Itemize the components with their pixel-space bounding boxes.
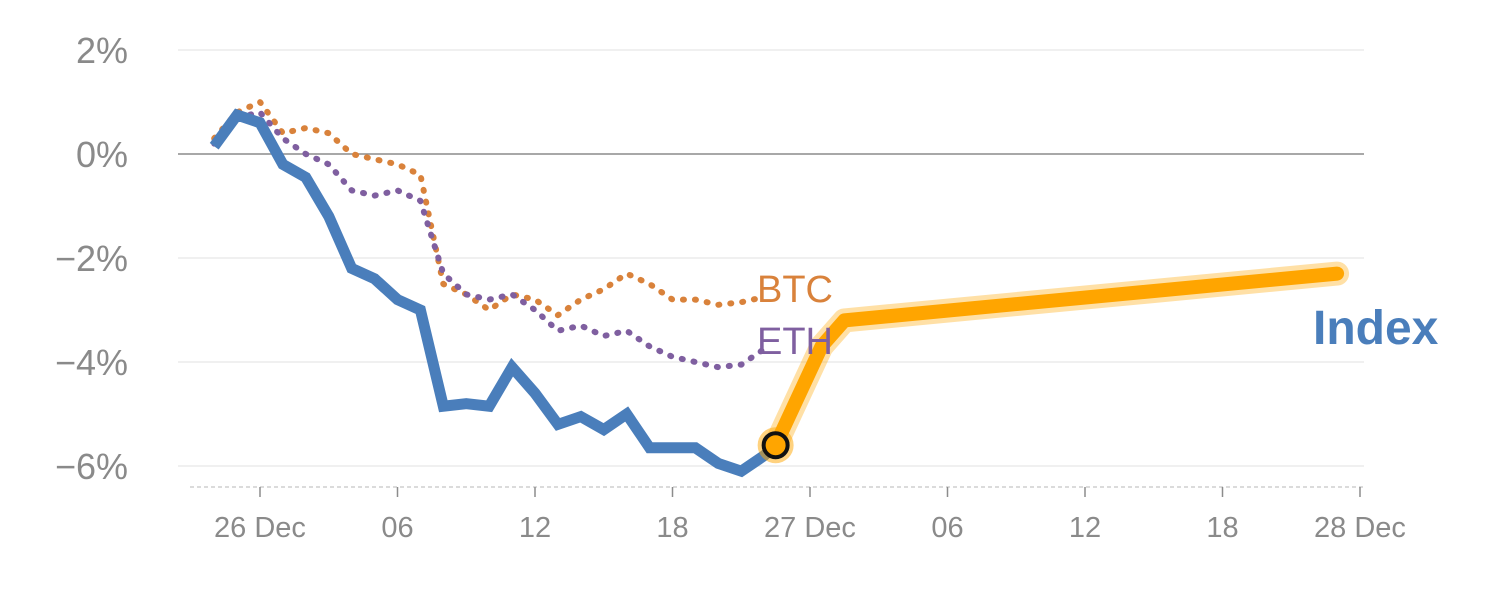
x-tick-label: 06 [381, 512, 413, 544]
x-tick-label: 12 [1069, 512, 1101, 544]
series-labels: BTC ETH Index [757, 269, 1439, 363]
x-tick-label: 26 Dec [214, 512, 306, 544]
y-tick-label: −4% [55, 342, 128, 383]
x-tick-label: 12 [519, 512, 551, 544]
y-tick-label: 2% [76, 30, 128, 71]
eth-series-line [211, 109, 768, 371]
series-lines [209, 99, 1350, 478]
y-tick-label: −6% [55, 446, 128, 487]
x-tick-label: 27 Dec [764, 512, 856, 544]
x-tick-label: 28 Dec [1314, 512, 1406, 544]
x-tick-label: 18 [656, 512, 688, 544]
btc-series-line [211, 99, 768, 319]
index-series-line [209, 108, 780, 478]
btc-label: BTC [757, 269, 833, 311]
gridlines [178, 49, 1364, 467]
current-point-marker [761, 431, 790, 460]
y-tick-label: 0% [76, 134, 128, 175]
x-tick-label: 18 [1206, 512, 1238, 544]
eth-label: ETH [757, 321, 833, 363]
index-label: Index [1313, 302, 1439, 355]
index-forecast-line [768, 266, 1345, 453]
axes: 2% 0% −2% −4% −6% 26 Dec 06 12 18 27 Dec 06 12 18 28 … [55, 30, 1406, 544]
x-tick-label: 06 [931, 512, 963, 544]
y-tick-label: −2% [55, 238, 128, 279]
